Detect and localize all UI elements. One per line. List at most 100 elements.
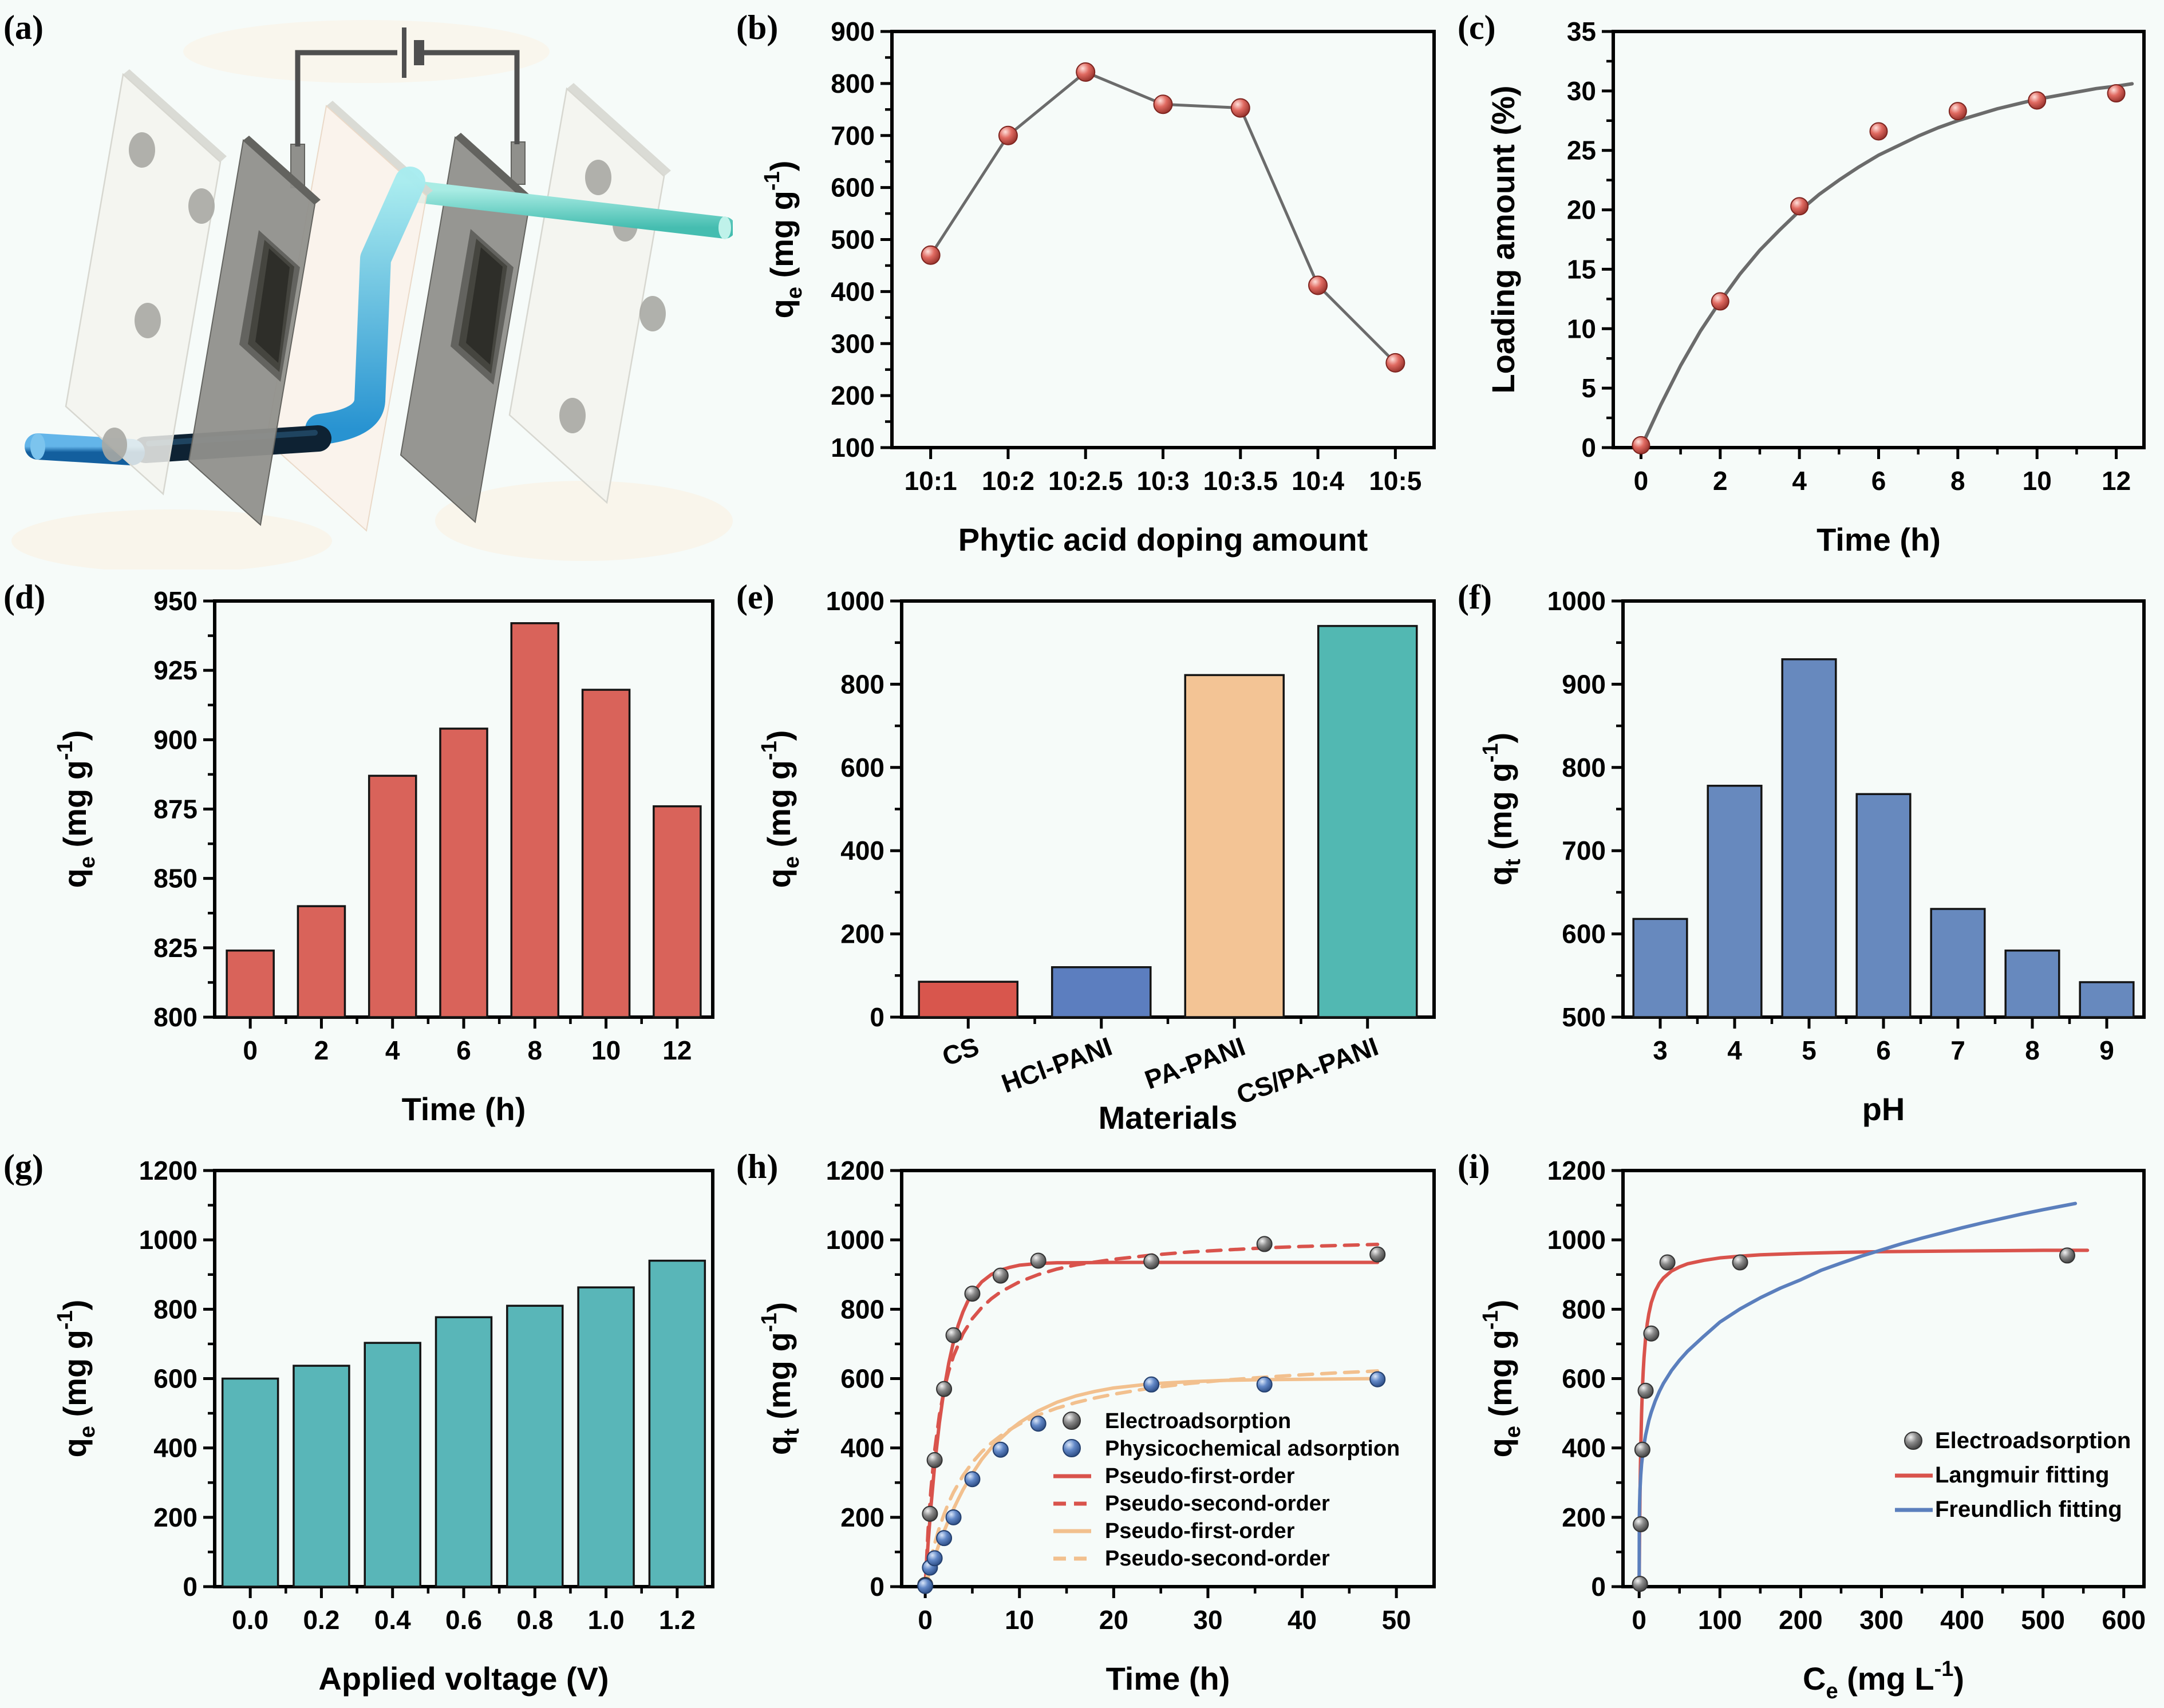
- x-tick-label: 0: [918, 1605, 933, 1635]
- x-tick-label: 0: [1634, 466, 1649, 496]
- x-tick-label: CS/PA-PANI: [1233, 1031, 1382, 1110]
- bar: [226, 949, 275, 1018]
- data-point: [945, 1327, 962, 1343]
- y-tick-label: 400: [840, 1433, 884, 1463]
- panel-e: (e) CS HCl-PANI PA-PANI CS/PA-PANI 0 200 400 60…: [733, 570, 1454, 1139]
- x-tick-label: 40: [1288, 1605, 1317, 1635]
- y-tick-label: 400: [153, 1433, 198, 1463]
- y-tick-label: 850: [153, 864, 198, 893]
- y-tick-label: 0: [870, 1572, 884, 1602]
- legend-label: Pseudo-second-order: [1105, 1492, 1330, 1516]
- electrode-terminal-tab: [511, 141, 526, 185]
- qe-vs-time-bar-chart: 0 2 4 6 8 10 12 800 825 850 875 900 925 950 Time (h) qe…: [53, 586, 714, 1127]
- qe-vs-voltage-bar-chart: 0.0 0.2 0.4 0.6 0.8 1.0 1.2 0 200 400 600 800 1000 12…: [53, 1156, 714, 1697]
- y-tick-label: 825: [153, 933, 198, 963]
- x-axis-title: Materials: [1099, 1100, 1238, 1136]
- x-tick-label: 20: [1099, 1605, 1128, 1635]
- data-point: [992, 1441, 1009, 1458]
- x-tick-label: 4: [1792, 466, 1807, 496]
- bar: [918, 980, 1019, 1018]
- right-electrode-holder: [400, 133, 535, 523]
- flow-channel-plate: [265, 101, 433, 532]
- bar: [648, 1259, 706, 1588]
- y-tick-label: 600: [153, 1364, 198, 1394]
- x-tick-label: 4: [385, 1035, 400, 1065]
- data-point: [1143, 1376, 1160, 1393]
- data-point: [1369, 1246, 1386, 1263]
- panel-letter-d: (d): [3, 578, 46, 616]
- bar: [293, 1365, 350, 1588]
- data-point: [1030, 1252, 1047, 1269]
- x-axis-title: Time (h): [1817, 521, 1941, 558]
- data-point: [1643, 1325, 1660, 1342]
- bar: [2004, 949, 2060, 1018]
- left-electrode-holder: [188, 136, 321, 526]
- y-tick-label: 400: [840, 836, 884, 865]
- y-axis-ticks: 500 600 700 800 900 1000: [1547, 586, 1623, 1032]
- legend-label: Pseudo-second-order: [1105, 1547, 1330, 1571]
- y-axis-ticks: 0 5 10 15 20 25 30 35: [1567, 17, 1613, 462]
- legend-marker-gray-sphere: [1063, 1412, 1081, 1430]
- x-tick-label: 0: [1632, 1605, 1646, 1635]
- y-tick-label: 800: [153, 1294, 198, 1324]
- y-tick-label: 35: [1567, 17, 1596, 46]
- x-tick-label: 6: [1876, 1035, 1891, 1065]
- data-point: [2107, 84, 2126, 103]
- data-point: [2059, 1247, 2075, 1264]
- y-tick-label: 700: [831, 121, 875, 151]
- y-tick-label: 950: [153, 586, 198, 616]
- x-tick-label: 12: [2102, 466, 2131, 496]
- y-tick-label: 200: [1562, 1503, 1606, 1532]
- data-point: [1632, 1576, 1648, 1592]
- data-point: [1637, 1382, 1654, 1399]
- y-tick-label: 700: [1562, 836, 1606, 865]
- langmuir-fitting: [1637, 1248, 2090, 1588]
- data-point: [1633, 1516, 1649, 1532]
- x-axis-title: pH: [1862, 1091, 1905, 1127]
- x-tick-label: 10:4: [1292, 466, 1344, 496]
- data-point: [945, 1509, 962, 1525]
- x-tick-label: 400: [1940, 1605, 1984, 1635]
- panel-d: (d) 0 2 4 6 8 10 12 800 825 850 875 900 925 950 Time (…: [0, 570, 733, 1139]
- bolt-hole: [188, 188, 215, 224]
- y-tick-label: 800: [840, 669, 884, 699]
- y-axis-title: qe (mg g-1): [1479, 1300, 1525, 1458]
- bar: [368, 774, 417, 1018]
- y-tick-label: 900: [153, 725, 198, 754]
- y-tick-label: 1200: [1547, 1156, 1606, 1185]
- y-tick-label: 300: [831, 329, 875, 358]
- y-axis-title: qe (mg g-1): [53, 1300, 100, 1458]
- y-tick-label: 10: [1567, 314, 1596, 343]
- data-point: [1948, 102, 1967, 121]
- y-tick-label: 20: [1567, 195, 1596, 225]
- y-axis-ticks: 0 200 400 600 800 1000 1200: [139, 1156, 215, 1602]
- bar: [1051, 966, 1152, 1018]
- y-tick-label: 400: [831, 276, 875, 306]
- y-tick-label: 30: [1567, 76, 1596, 106]
- x-tick-label: 8: [1950, 466, 1965, 496]
- y-tick-label: 200: [840, 919, 884, 949]
- x-tick-label: 4: [1727, 1035, 1742, 1065]
- y-tick-label: 800: [831, 69, 875, 98]
- y-tick-label: 800: [840, 1294, 884, 1324]
- bar: [653, 805, 702, 1018]
- data-point: [917, 1577, 934, 1594]
- qt-ph-bars: [1632, 658, 2135, 1018]
- legend-marker-gray-sphere: [1904, 1432, 1922, 1450]
- legend-label: Langmuir fitting: [1935, 1462, 2109, 1488]
- data-point: [1030, 1416, 1047, 1432]
- loading-fit-curve: [1639, 82, 2134, 449]
- data-point: [936, 1381, 953, 1397]
- x-tick-label: PA-PANI: [1141, 1031, 1249, 1095]
- data-point: [964, 1286, 981, 1302]
- y-tick-label: 800: [1562, 753, 1606, 782]
- y-tick-label: 1000: [1547, 1225, 1606, 1255]
- bar: [1632, 918, 1688, 1018]
- x-tick-label: 12: [662, 1035, 692, 1065]
- left-end-plate: [65, 69, 227, 496]
- x-axis-ticks: 0 100 200 300 400 500 600: [1632, 1587, 2146, 1635]
- y-axis-title: qt (mg g-1): [1479, 733, 1525, 885]
- x-tick-label: 10:3.5: [1203, 466, 1278, 496]
- panel-letter-c: (c): [1458, 9, 1496, 46]
